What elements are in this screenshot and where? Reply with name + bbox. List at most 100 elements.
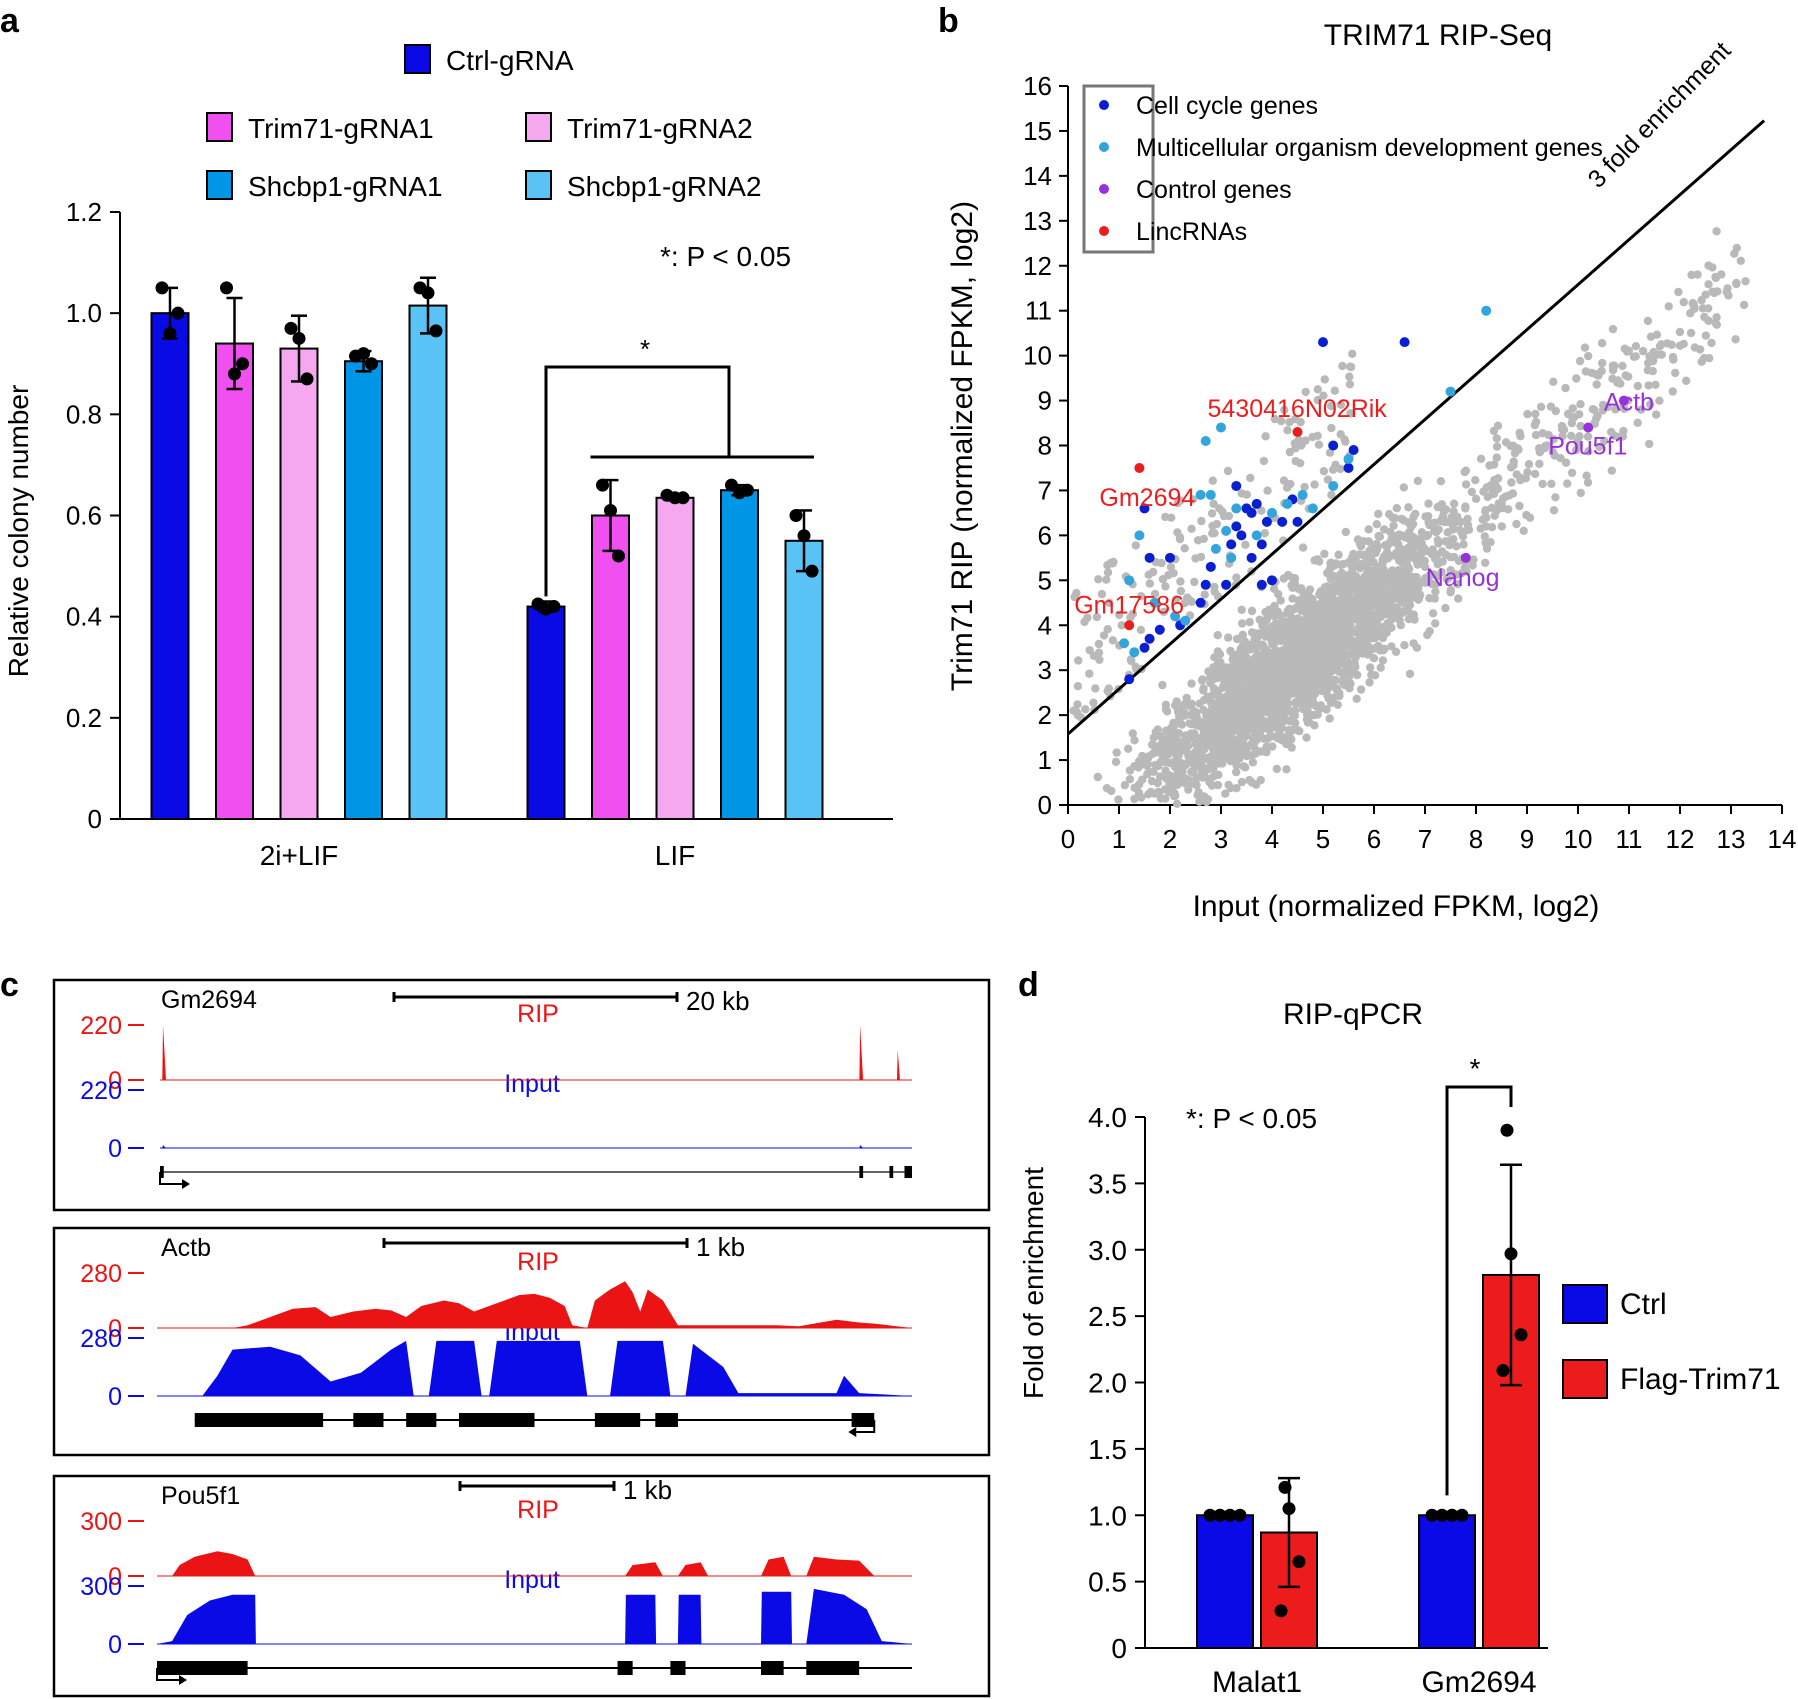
panel-a-bar	[526, 605, 566, 820]
panel-b-gene-dot	[1085, 669, 1094, 678]
panel-a-data-point	[789, 509, 803, 522]
panel-a-data-point	[676, 491, 690, 505]
panel-b-gene-dot	[1310, 556, 1319, 565]
panel-b-gene-dot	[1506, 463, 1516, 472]
panel-b-gene-dot	[1424, 499, 1433, 508]
panel-b-gene-dot	[1102, 575, 1111, 584]
panel-b-gene-dot	[1378, 656, 1388, 665]
panel-b-gene-dot	[1232, 761, 1241, 770]
panel-b-gene-dot	[1411, 509, 1420, 519]
panel-b-gene-dot	[1608, 365, 1618, 375]
panel-a-data-point	[155, 281, 169, 295]
panel-b-gene-dot	[1285, 652, 1294, 661]
panel-b-gene-dot	[1686, 328, 1696, 338]
panel-b-gene-dot	[1731, 335, 1740, 344]
panel-a-data-point	[612, 549, 625, 563]
panel-b-gene-dot	[1094, 575, 1103, 584]
panel-d-ytick-label: 0.5	[1088, 1567, 1127, 1598]
panel-b-gene-dot	[1567, 468, 1577, 478]
panel-b-gene-dot	[1372, 520, 1382, 529]
panel-a-legend: Ctrl-gRNA Trim71-gRNA1 Trim71-gRNA2 Shcb…	[206, 44, 762, 202]
panel-b-gene-dot	[1337, 619, 1346, 629]
panel-b-gene-dot	[1712, 227, 1721, 236]
panel-b-gene-dot	[1376, 663, 1385, 672]
panel-a-data-point	[797, 529, 811, 543]
panel-a-ytick-label: 0.6	[66, 501, 102, 531]
panel-b-gene-dot	[1259, 670, 1268, 680]
panel-b-gene-dot	[1646, 400, 1655, 409]
panel-b-gene-dot	[1340, 680, 1349, 690]
panel-b-gene-dot	[1383, 554, 1393, 563]
panel-c-exon	[617, 1661, 633, 1675]
panel-b-gene-dot	[1250, 715, 1259, 724]
legend-swatch-flag-trim71	[1562, 1359, 1608, 1399]
panel-b-gene-dot	[1092, 612, 1102, 622]
panel-b-gene-dot	[1471, 494, 1481, 503]
panel-b-gene-dot	[1237, 605, 1246, 614]
panel-b-gene-dot	[1256, 775, 1265, 785]
panel-b-gene-dot	[1144, 570, 1153, 579]
panel-b-gene-dot	[1523, 409, 1532, 419]
panel-b-gene-dot	[1187, 524, 1196, 533]
panel-b-ytick-label: 6	[1038, 520, 1052, 550]
panel-c-track-box	[52, 978, 991, 1212]
panel-b-gene-dot	[1108, 559, 1118, 568]
panel-b-gene-dot	[1592, 380, 1601, 389]
panel-b-gene-dot	[1522, 510, 1531, 520]
panel-b-gene-dot	[1238, 713, 1247, 722]
panel-b-gene-dot	[1281, 645, 1290, 654]
panel-b-gene-dot	[1289, 605, 1298, 614]
panel-b-gene-dot	[1303, 710, 1312, 719]
panel-c-input-max: 300	[80, 1573, 122, 1601]
panel-b-gene-dot	[1149, 767, 1158, 776]
panel-c-rip-zero: 0	[108, 1067, 122, 1095]
panel-b-gene-dot	[1310, 721, 1319, 730]
panel-a-bar	[150, 312, 190, 820]
panel-b-gene-dot	[1508, 489, 1518, 498]
panel-b-gene-dot	[1345, 380, 1355, 389]
panel-b-gene-dot	[1278, 692, 1288, 701]
panel-a-ytick-label: 1.2	[66, 197, 102, 227]
panel-a-ytick-label: 0.4	[66, 602, 102, 632]
panel-a-significance-bracket	[544, 365, 731, 597]
panel-b-gene-dot	[1356, 685, 1366, 694]
panel-d-bar-chart: RIP-qPCR Fold of enrichment *: P < 0.05 …	[1018, 998, 1781, 1699]
panel-b-gene-dot	[1686, 309, 1695, 318]
panel-b-gene-dot	[1147, 776, 1157, 786]
panel-b-gene-dot	[1156, 732, 1166, 741]
panel-b-gene-dot	[1374, 604, 1383, 613]
panel-b-gene-dot	[1580, 343, 1590, 352]
panel-a-xtick-label: LIF	[655, 840, 695, 871]
panel-a-ytick-label: 1.0	[66, 298, 102, 328]
panel-b-gene-dot	[1296, 417, 1305, 427]
panel-b-gene-dot	[1276, 596, 1285, 605]
panel-b-gene-dot	[1413, 476, 1423, 486]
panel-b-ytick-label: 5	[1038, 565, 1052, 595]
panel-b-gene-dot	[1328, 682, 1338, 691]
panel-b-multicellular-dot	[1210, 543, 1221, 554]
panel-b-gene-dot	[1269, 607, 1278, 616]
panel-b-gene-dot	[1597, 339, 1607, 348]
panel-b-gene-dot	[1697, 357, 1706, 366]
panel-b-gene-dot	[1184, 741, 1193, 750]
panel-c-exon	[459, 1413, 535, 1427]
panel-b-gene-dot	[1285, 732, 1294, 741]
panel-b-gene-dot	[1107, 786, 1116, 796]
panel-a-bar	[720, 489, 759, 820]
panel-b-gene-dot	[1232, 767, 1241, 777]
panel-d-xtick-label: Malat1	[1212, 1666, 1302, 1699]
panel-b-gene-dot	[1283, 570, 1293, 580]
panel-b-gene-dot	[1231, 682, 1240, 691]
panel-b-gene-dot	[1624, 346, 1634, 355]
panel-b-gene-dot	[1333, 700, 1343, 709]
panel-b-gene-dot	[1403, 590, 1413, 599]
panel-b-gene-dot	[1181, 711, 1190, 720]
panel-b-gene-dot	[1515, 428, 1524, 437]
panel-b-gene-dot	[1481, 558, 1490, 567]
panel-b-multicellular-dot	[1195, 489, 1206, 500]
panel-b-gene-dot	[1507, 478, 1516, 487]
panel-a-significance-star: *	[640, 334, 650, 364]
panel-b-gene-dot	[1317, 661, 1327, 670]
panel-b-gene-dot	[1531, 409, 1540, 419]
panel-b-gene-dot	[1203, 795, 1213, 804]
